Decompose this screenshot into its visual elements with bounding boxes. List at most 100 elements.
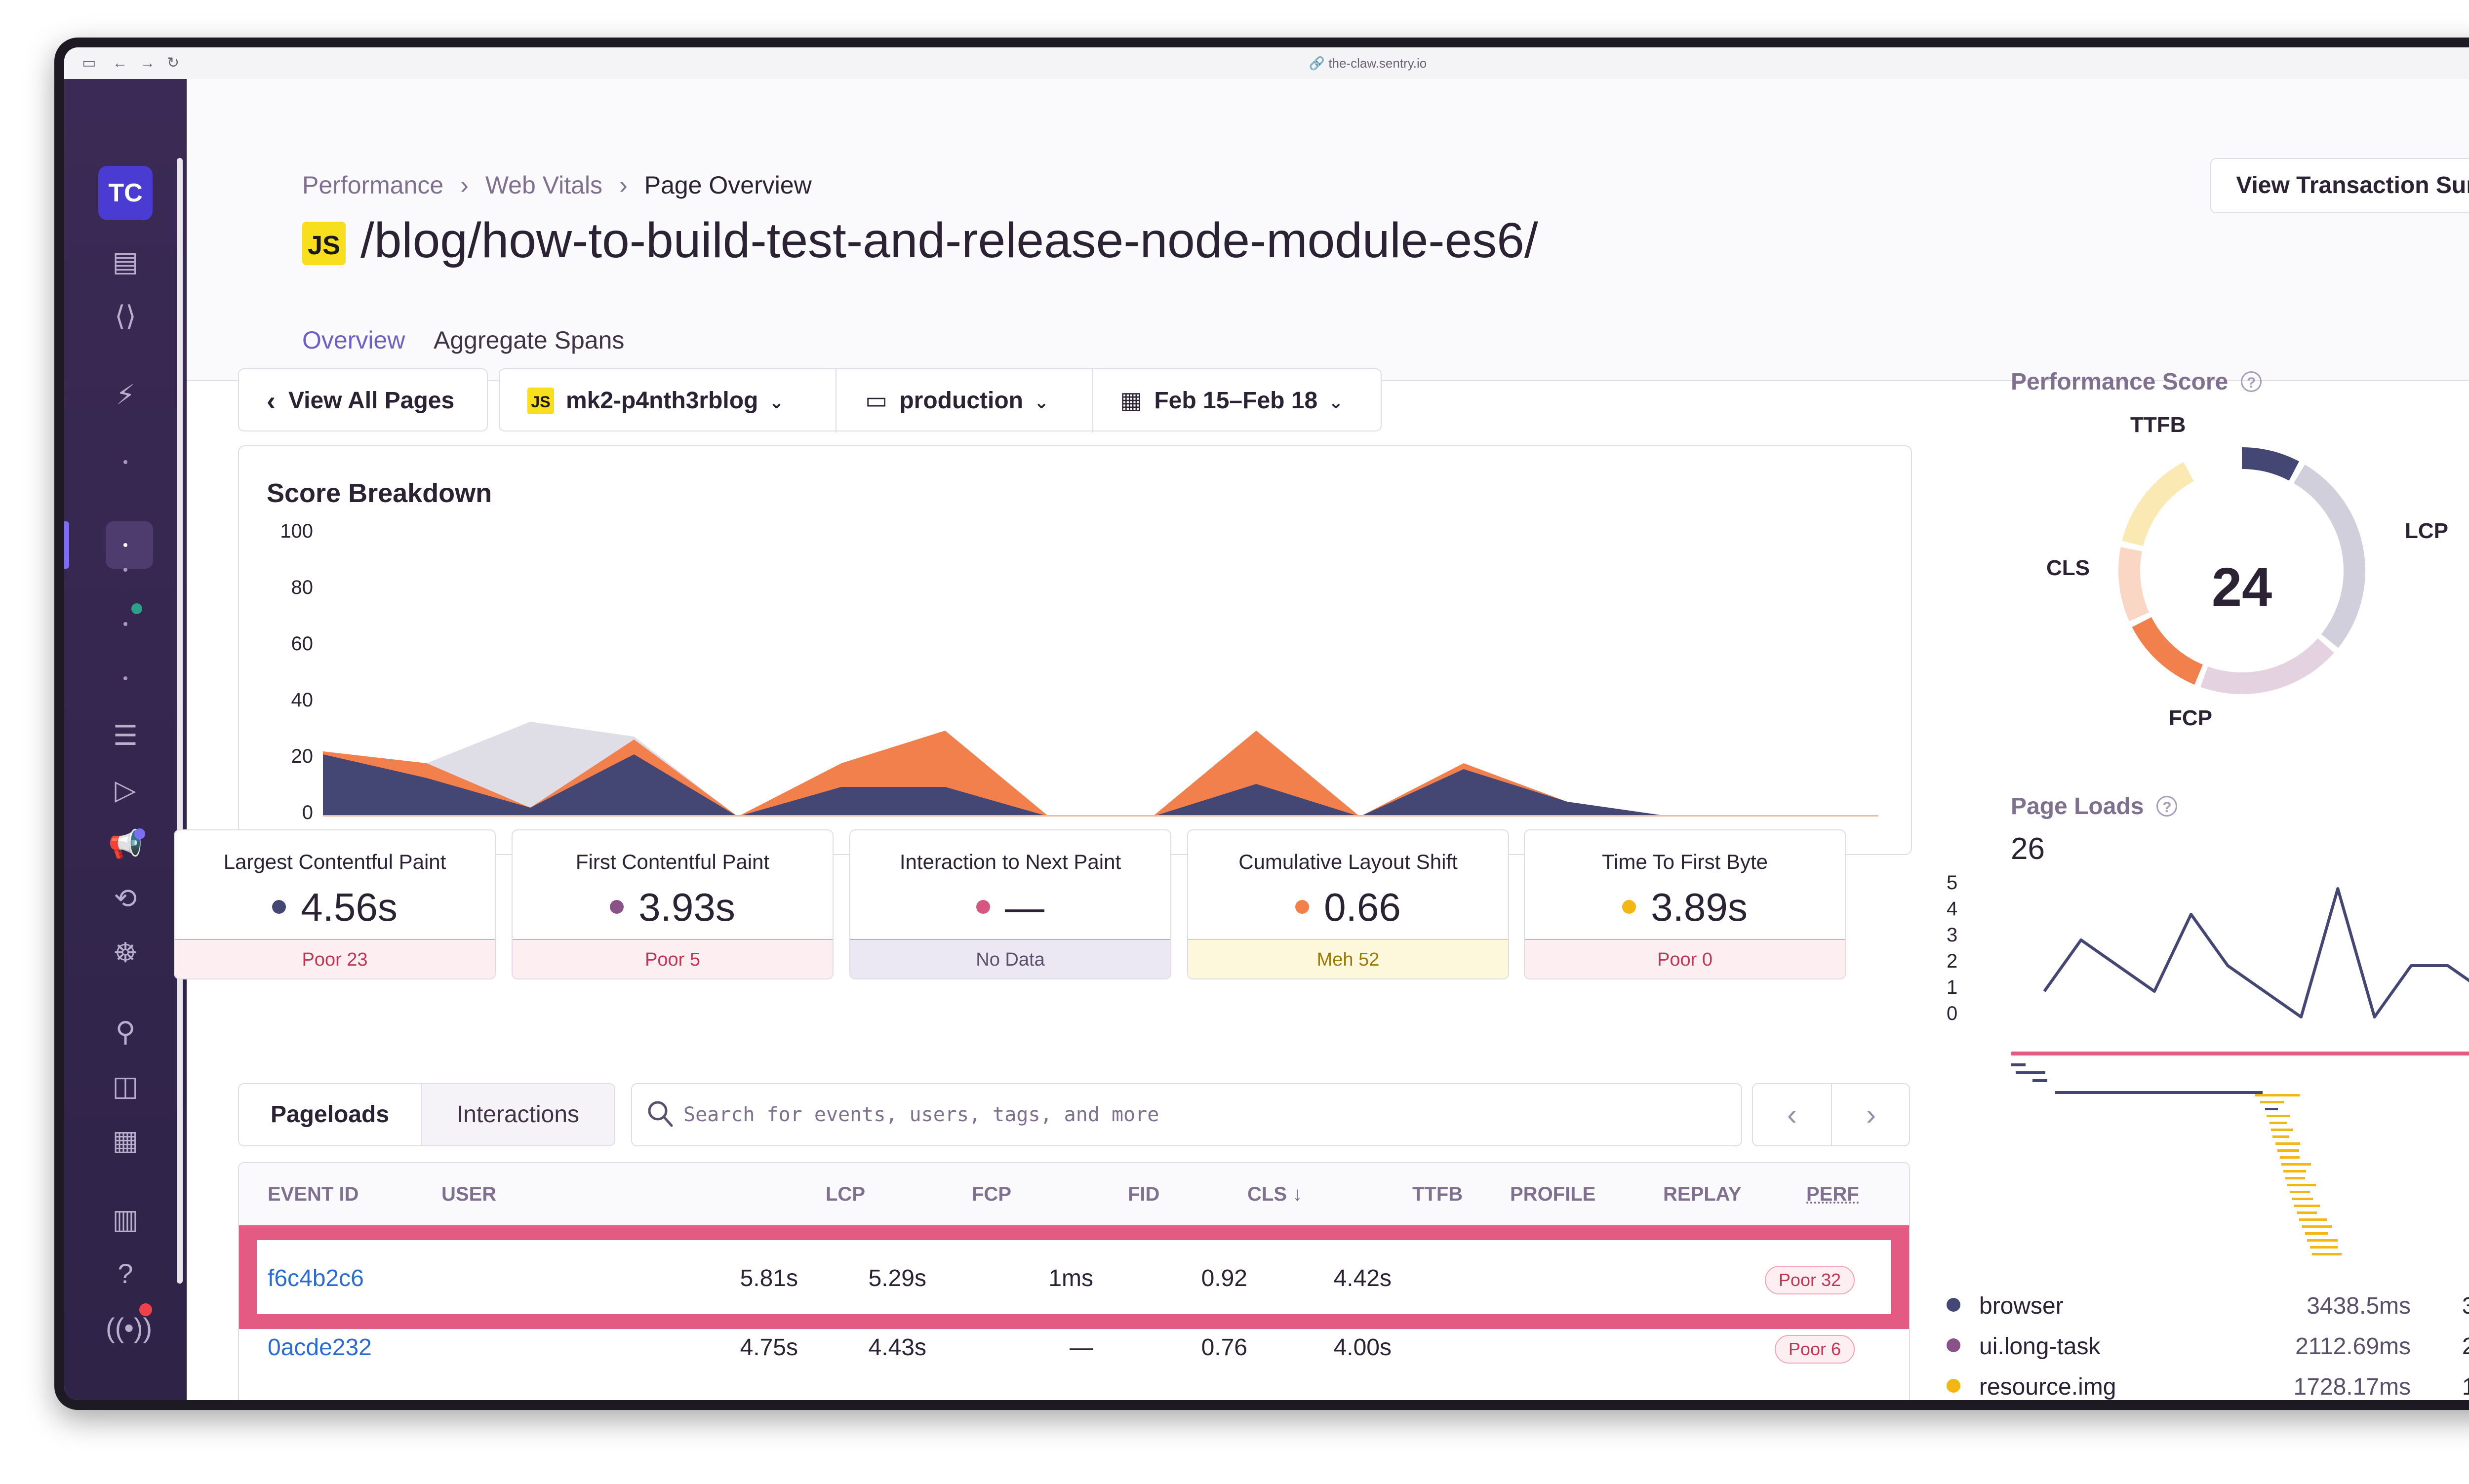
col-event-id[interactable]: EVENT ID (268, 1183, 359, 1205)
stats-icon[interactable]: ▥ (112, 1204, 139, 1235)
sidebar-toggle-icon[interactable]: ▭ (82, 55, 96, 71)
metric-value-text: — (1005, 885, 1044, 929)
metric-color-dot (1295, 900, 1310, 914)
cell-fcp: 5.29s (868, 1265, 926, 1291)
browser-toolbar: ▭ ← → ↻ 🔗 the-claw.sentry.io ▤ ◫ (64, 47, 2469, 80)
broadcast-icon[interactable]: ((•)) (106, 1312, 153, 1343)
metric-status: Poor 23 (175, 939, 495, 978)
help-icon[interactable]: ? (2156, 796, 2178, 817)
replays-icon[interactable]: ▷ (115, 774, 136, 805)
performance-score-value: 24 (2211, 557, 2272, 618)
metric-card[interactable]: First Contentful Paint 3.93s Poor 5 (512, 829, 834, 979)
metric-name: Interaction to Next Paint (899, 850, 1121, 873)
breadcrumb-web-vitals[interactable]: Web Vitals (485, 171, 603, 199)
view-transaction-summary-button[interactable]: View Transaction Summary (2210, 158, 2469, 213)
issues-icon[interactable]: ▤ (112, 246, 139, 277)
dashboards-icon[interactable]: ☰ (113, 720, 138, 751)
reload-icon[interactable]: ↻ (167, 55, 180, 71)
y-tick: 20 (291, 745, 314, 767)
page-loads-y-tick: 5 (1947, 872, 1958, 894)
expand-sidebar-icon[interactable]: › (106, 1387, 145, 1400)
address-bar[interactable]: 🔗 the-claw.sentry.io (1309, 56, 1427, 71)
metric-card[interactable]: Time To First Byte 3.89s Poor 0 (1524, 829, 1846, 979)
col-lcp[interactable]: LCP (826, 1183, 865, 1205)
help-icon[interactable]: ? (118, 1258, 133, 1289)
col-fcp[interactable]: FCP (972, 1183, 1011, 1205)
metric-card[interactable]: Cumulative Layout Shift 0.66 Meh 52 (1187, 829, 1509, 979)
page-title-text: /blog/how-to-build-test-and-release-node… (360, 213, 1538, 268)
next-page-button[interactable]: › (1866, 1098, 1876, 1131)
releases-icon[interactable]: ⚲ (115, 1016, 136, 1047)
project-selector[interactable]: JS mk2-p4nth3rblog ⌄ (527, 369, 784, 432)
span-op: ui.long-task (1979, 1333, 2101, 1360)
previous-page-button[interactable]: ‹ (1753, 1084, 1832, 1145)
span-legend-row[interactable]: resource.img 1728.17ms 16% (1947, 1373, 2469, 1400)
metric-card[interactable]: Largest Contentful Paint 4.56s Poor 23 (174, 829, 496, 979)
event-id[interactable]: f6c4b2c6 (268, 1265, 364, 1291)
y-tick: 0 (302, 802, 313, 823)
metric-name: Time To First Byte (1601, 850, 1768, 873)
search-icon (648, 1101, 673, 1127)
cell-cls: 0.92 (1201, 1265, 1247, 1291)
help-icon[interactable]: ? (2241, 371, 2262, 392)
org-avatar[interactable]: TC (98, 166, 153, 220)
sidebar-dot (123, 676, 127, 680)
sidebar-scrollbar[interactable] (177, 158, 183, 1284)
page-loads-title: Page Loads? (2011, 793, 2178, 820)
layout-icon[interactable]: ◫ (112, 1070, 139, 1101)
col-ttfb[interactable]: TTFB (1412, 1183, 1463, 1205)
tab-interactions[interactable]: Interactions (456, 1101, 580, 1128)
table-row-highlighted[interactable] (239, 1225, 1909, 1329)
search-input[interactable]: Search for events, users, tags, and more (631, 1083, 1742, 1146)
page-loads-label: Page Loads (2011, 793, 2144, 820)
metric-status: No Data (850, 939, 1170, 978)
breadcrumb: Performance › Web Vitals › Page Overview (302, 171, 812, 199)
cell-lcp: 4.75s (740, 1334, 798, 1361)
metric-value-text: 4.56s (301, 885, 398, 929)
environment-selector[interactable]: ▭ production ⌄ (865, 369, 1049, 432)
event-type-tabs: Pageloads Interactions (238, 1083, 615, 1146)
page-loads-chart[interactable] (2039, 884, 2469, 1020)
col-replay[interactable]: REPLAY (1663, 1183, 1742, 1205)
span-legend-row[interactable]: ui.long-task 2112.69ms 20% (1947, 1333, 2469, 1360)
tab-overview[interactable]: Overview (302, 326, 405, 354)
col-fid[interactable]: FID (1128, 1183, 1160, 1205)
metric-card[interactable]: Interaction to Next Paint — No Data (849, 829, 1171, 979)
performance-dot (123, 543, 127, 547)
bugbot-icon[interactable]: ☸ (113, 937, 138, 968)
col-cls[interactable]: CLS ↓ (1247, 1163, 1302, 1225)
archive-icon[interactable]: ▦ (112, 1125, 139, 1156)
event-id[interactable]: 0acde232 (268, 1334, 372, 1361)
date-selector[interactable]: ▦ Feb 15–Feb 18 ⌄ (1120, 369, 1343, 432)
view-all-pages-button[interactable]: ‹ View All Pages (238, 368, 488, 431)
metric-status: Poor 5 (513, 939, 833, 978)
back-icon[interactable]: ← (113, 55, 127, 71)
performance-score-title: Performance Score? (2011, 368, 2262, 395)
span-legend-row[interactable]: browser 3438.5ms 33% (1947, 1292, 2469, 1320)
col-profile[interactable]: PROFILE (1510, 1183, 1596, 1205)
col-user[interactable]: USER (441, 1183, 497, 1205)
cell-fcp: 4.43s (868, 1334, 926, 1361)
sidebar-dot (123, 622, 127, 626)
breadcrumb-performance[interactable]: Performance (302, 171, 444, 199)
sidebar-item-performance[interactable] (106, 521, 153, 569)
span-waterfall[interactable] (2011, 1052, 2469, 1318)
metric-name: Cumulative Layout Shift (1238, 850, 1458, 873)
breadcrumb-page-overview: Page Overview (644, 171, 812, 199)
span-duration: 2112.69ms (2295, 1333, 2411, 1360)
cell-lcp: 5.81s (740, 1265, 798, 1291)
score-breakdown-title: Score Breakdown (267, 478, 492, 508)
sort-arrow-down-icon: ↓ (1292, 1183, 1303, 1205)
javascript-icon: JS (302, 222, 346, 265)
tab-aggregate-spans[interactable]: Aggregate Spans (434, 326, 625, 354)
tab-pageloads[interactable]: Pageloads (239, 1084, 422, 1145)
alerts-icon[interactable]: ⚡ (116, 379, 135, 410)
forward-icon[interactable]: → (140, 55, 155, 71)
page-loads-y-tick: 2 (1947, 950, 1958, 972)
metric-value-text: 0.66 (1324, 885, 1401, 929)
crons-icon[interactable]: ⟲ (114, 883, 137, 914)
performance-score-ring[interactable] (2094, 423, 2390, 719)
score-breakdown-chart[interactable] (323, 520, 1878, 817)
projects-icon[interactable]: ⟨⟩ (115, 300, 136, 331)
chevron-right-icon: › (460, 171, 469, 199)
